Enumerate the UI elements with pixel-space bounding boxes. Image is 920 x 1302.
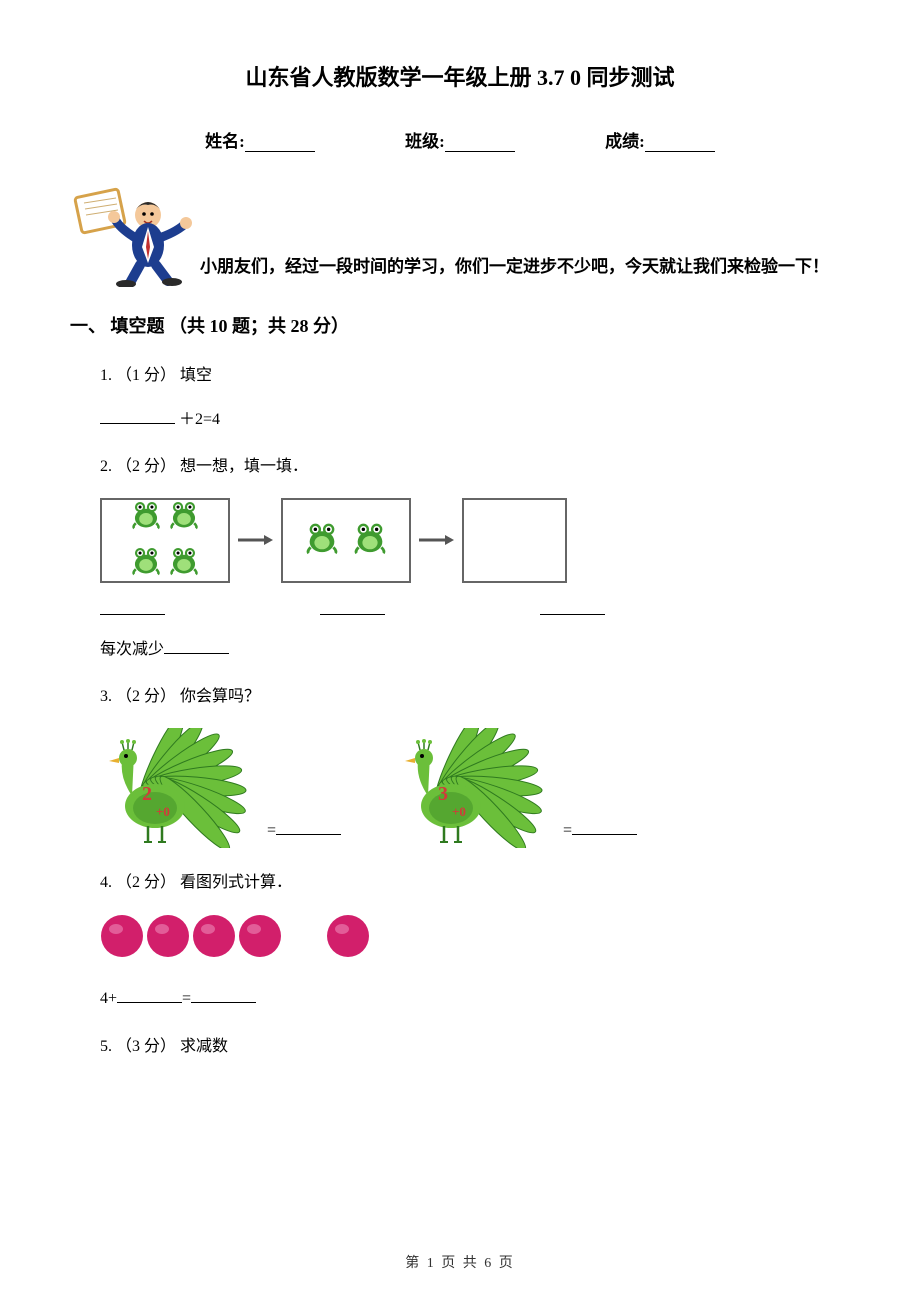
class-field: 班级: (405, 127, 515, 152)
q2-blank-a[interactable] (100, 601, 165, 615)
question-4: 4. （2 分） 看图列式计算． 4+ = (100, 870, 850, 1012)
question-1: 1. （1 分） 填空 ＋2=4 (100, 363, 850, 432)
frog-icon (351, 517, 389, 564)
frog-icon (167, 542, 201, 585)
q3-peacock-1: 2 +0 = (100, 728, 341, 848)
teacher-icon (70, 187, 200, 287)
q2-box3[interactable] (462, 498, 567, 583)
svg-text:+0: +0 (156, 804, 170, 819)
frog-icon (167, 496, 201, 539)
q1-expr: ＋2=4 (175, 411, 220, 428)
q4-expr-row: 4+ = (100, 986, 850, 1012)
q3-peacock-2: 3 +0 = (396, 728, 637, 848)
score-blank[interactable] (645, 136, 715, 152)
page-footer: 第 1 页 共 6 页 (0, 1252, 920, 1272)
dot-icon (192, 914, 236, 967)
dot-icon (146, 914, 190, 967)
eq-sign: = (267, 822, 276, 839)
svg-text:+0: +0 (452, 804, 466, 819)
peacock-icon: 3 +0 (396, 728, 561, 848)
question-2: 2. （2 分） 想一想，填一填． (100, 454, 850, 662)
q2-diagram (100, 498, 850, 583)
q2-blank-c[interactable] (540, 601, 605, 615)
q2-tail: 每次减少 (100, 641, 164, 658)
q1-head: 1. （1 分） 填空 (100, 363, 850, 389)
q5-head: 5. （3 分） 求减数 (100, 1034, 850, 1060)
frog-icon (129, 542, 163, 585)
name-blank[interactable] (245, 136, 315, 152)
q3-eq1: = (267, 818, 341, 844)
dot-icon (238, 914, 282, 967)
header-fields: 姓名: 班级: 成绩: (70, 127, 850, 152)
intro-text: 小朋友们，经过一段时间的学习，你们一定进步不少吧，今天就让我们来检验一下！ (200, 252, 829, 287)
class-blank[interactable] (445, 136, 515, 152)
q3-blank1[interactable] (276, 821, 341, 835)
frog-icon (129, 496, 163, 539)
question-5: 5. （3 分） 求减数 (100, 1034, 850, 1060)
dot-icon (326, 914, 370, 967)
q1-blank[interactable] (100, 410, 175, 424)
q2-blank-b[interactable] (320, 601, 385, 615)
q4-expr-left: 4+ (100, 990, 117, 1007)
q2-box2 (281, 498, 411, 583)
frog-icon (303, 517, 341, 564)
score-label: 成绩: (605, 132, 645, 151)
peacock-icon: 2 +0 (100, 728, 265, 848)
score-field: 成绩: (605, 127, 715, 152)
name-label: 姓名: (205, 132, 245, 151)
q2-tail-blank[interactable] (164, 640, 229, 654)
q2-head: 2. （2 分） 想一想，填一填． (100, 454, 850, 480)
section-header: 一、 填空题 （共 10 题；共 28 分） (70, 312, 850, 338)
eq-sign: = (563, 822, 572, 839)
question-3: 3. （2 分） 你会算吗？ 2 +0 = (100, 684, 850, 848)
q2-tail-row: 每次减少 (100, 637, 850, 663)
q4-blank-b[interactable] (191, 989, 256, 1003)
q3-peacocks: 2 +0 = 3 +0 = (100, 728, 850, 848)
q4-head: 4. （2 分） 看图列式计算． (100, 870, 850, 896)
q4-blank-a[interactable] (117, 989, 182, 1003)
q3-blank2[interactable] (572, 821, 637, 835)
dot-icon (100, 914, 144, 967)
svg-text:3: 3 (438, 783, 448, 805)
class-label: 班级: (405, 132, 445, 151)
q3-eq2: = (563, 818, 637, 844)
q4-expr-mid: = (182, 990, 191, 1007)
arrow-icon (419, 534, 454, 546)
q1-expr-row: ＋2=4 (100, 407, 850, 433)
arrow-icon (238, 534, 273, 546)
svg-text:2: 2 (142, 783, 152, 805)
q4-dots (100, 914, 850, 967)
intro-row: 小朋友们，经过一段时间的学习，你们一定进步不少吧，今天就让我们来检验一下！ (70, 187, 850, 287)
name-field: 姓名: (205, 127, 315, 152)
page-title: 山东省人教版数学一年级上册 3.7 0 同步测试 (70, 60, 850, 92)
q2-blanks-row (100, 601, 850, 615)
q3-head: 3. （2 分） 你会算吗？ (100, 684, 850, 710)
q2-box1 (100, 498, 230, 583)
